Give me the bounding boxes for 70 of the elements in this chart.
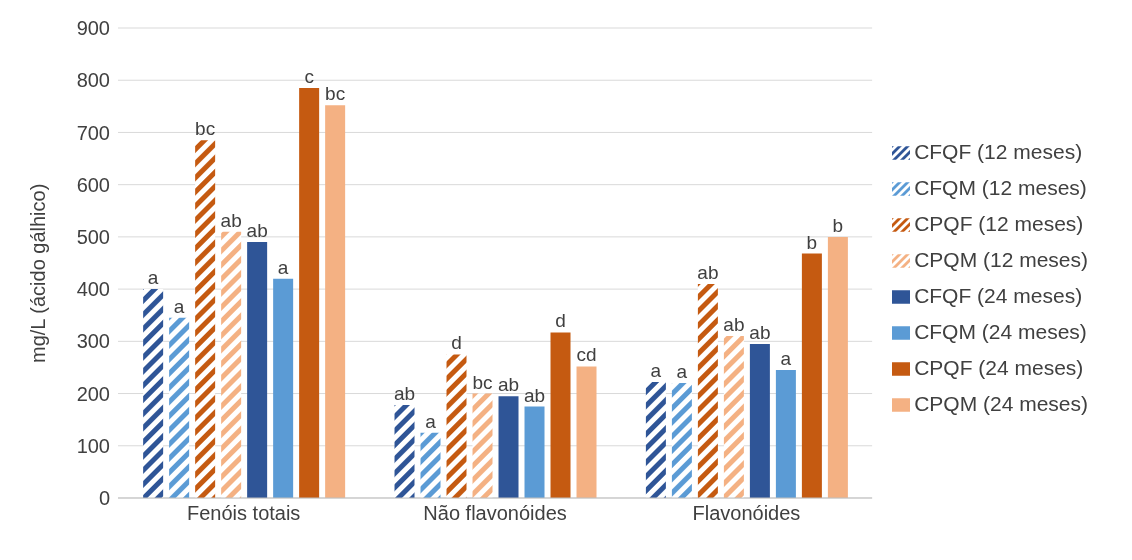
bar [576, 366, 597, 498]
bar [446, 354, 467, 498]
data-label: c [304, 66, 314, 88]
bar [775, 370, 796, 498]
data-label: ab [393, 383, 416, 405]
bar [801, 253, 822, 498]
y-tick-label: 200 [76, 382, 110, 405]
data-label: ab [749, 321, 771, 343]
legend-label: CPQM (12 meses) [914, 248, 1088, 271]
bar [394, 405, 415, 498]
data-label: b [806, 231, 818, 253]
bar [827, 236, 848, 498]
y-tick-label: 400 [76, 278, 110, 301]
data-label: ab [723, 314, 745, 336]
data-label: a [425, 410, 437, 432]
data-label: a [676, 361, 688, 383]
legend-label: CFQM (24 meses) [914, 320, 1087, 343]
bar [143, 289, 164, 498]
data-label: a [173, 295, 185, 317]
data-label: a [147, 267, 159, 289]
x-tick-label: Fenóis totais [186, 502, 301, 525]
legend-label: CPQM (24 meses) [914, 392, 1088, 415]
bar [749, 343, 770, 498]
legend-label: CFQM (12 meses) [914, 176, 1087, 199]
x-tick-label: Não flavonóides [423, 502, 567, 525]
data-label: bc [195, 118, 216, 140]
bar [697, 283, 718, 498]
y-tick-label: 900 [76, 17, 110, 40]
legend-label: CPQF (12 meses) [914, 212, 1084, 235]
data-label: a [277, 256, 289, 278]
legend-label: CFQF (12 meses) [914, 140, 1083, 163]
x-tick-label: Flavonóides [692, 502, 801, 525]
bar [550, 332, 571, 498]
y-axis-title: mg/L (ácido gálhico) [27, 183, 50, 363]
y-tick-label: 700 [76, 121, 110, 144]
data-label: ab [246, 220, 268, 242]
data-label: ab [523, 384, 546, 406]
bar [325, 105, 346, 498]
bar [645, 382, 666, 498]
bar [247, 242, 268, 498]
data-label: ab [220, 209, 242, 231]
y-tick-label: 800 [76, 69, 110, 92]
data-label: bc [472, 371, 493, 393]
data-label: ab [697, 261, 719, 283]
y-tick-label: 500 [76, 225, 110, 248]
legend-label: CPQF (24 meses) [914, 356, 1084, 379]
y-tick-label: 600 [76, 173, 110, 196]
data-label: b [832, 214, 844, 236]
bar [169, 317, 190, 498]
data-label: ab [497, 374, 520, 396]
bar [420, 432, 441, 498]
data-label: a [780, 348, 792, 370]
bar [723, 336, 744, 498]
data-label: cd [576, 344, 597, 366]
legend-label: CFQF (24 meses) [914, 284, 1083, 307]
bar [299, 88, 320, 498]
y-tick-label: 0 [98, 487, 110, 510]
y-tick-label: 100 [76, 434, 110, 457]
data-label: d [451, 332, 462, 354]
data-label: a [650, 360, 662, 382]
y-tick-label: 300 [76, 330, 110, 353]
bar [195, 140, 216, 498]
data-label: bc [325, 83, 346, 105]
bar [472, 393, 493, 498]
bar [273, 278, 294, 498]
bar [524, 406, 545, 498]
data-label: d [555, 310, 566, 332]
bar [671, 383, 692, 498]
bar [498, 396, 519, 498]
bar [221, 231, 242, 498]
